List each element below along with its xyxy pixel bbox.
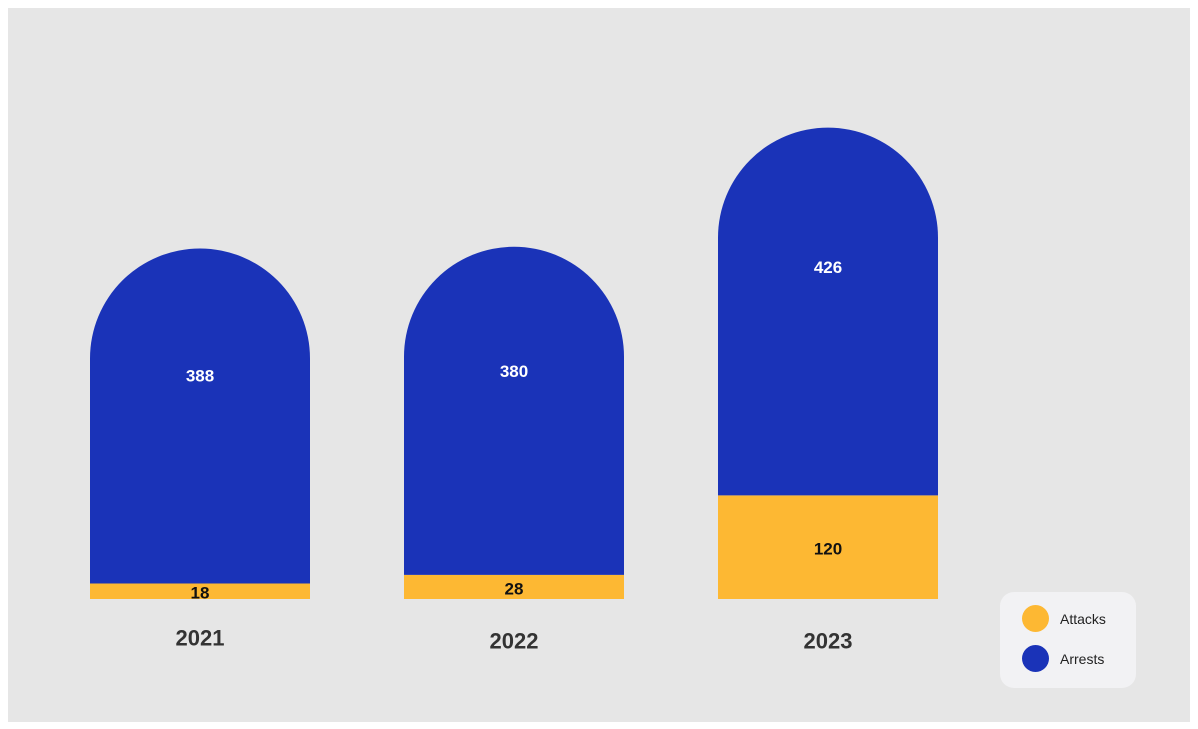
- bar-arrests-2023: [718, 127, 938, 496]
- category-label-2021: 2021: [176, 626, 225, 651]
- bar-arrests-2022: [404, 246, 624, 575]
- label-arrests-2021: 388: [186, 366, 214, 385]
- label-arrests-2022: 380: [500, 362, 528, 381]
- category-label-2022: 2022: [490, 629, 539, 654]
- legend-label-attacks: Attacks: [1060, 610, 1106, 627]
- legend: Attacks Arrests: [1000, 592, 1136, 688]
- label-arrests-2023: 426: [814, 258, 842, 277]
- legend-item-attacks: Attacks: [1022, 605, 1106, 632]
- legend-item-arrests: Arrests: [1022, 645, 1104, 672]
- label-attacks-2022: 28: [505, 579, 524, 598]
- legend-swatch-arrests: [1022, 645, 1049, 672]
- label-attacks-2021: 18: [191, 584, 210, 603]
- legend-swatch-attacks: [1022, 605, 1049, 632]
- legend-label-arrests: Arrests: [1060, 650, 1105, 667]
- category-label-2023: 2023: [804, 629, 853, 654]
- bar-arrests-2021: [90, 248, 310, 584]
- label-attacks-2023: 120: [814, 540, 842, 559]
- bar-attacks-2022: [404, 574, 624, 599]
- bar-attacks-2021: [90, 583, 310, 599]
- bar-attacks-2023: [718, 495, 938, 599]
